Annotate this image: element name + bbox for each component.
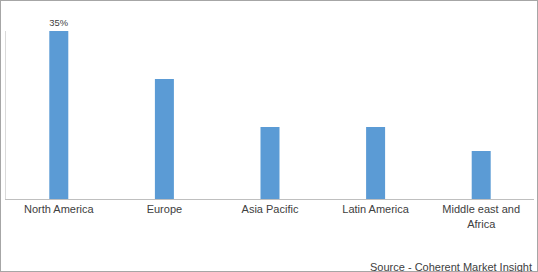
svg-text:Source - Coherent Market Insig: Source - Coherent Market Insight [370,261,532,272]
svg-text:Middle east andAfrica: Middle east andAfrica [442,203,520,229]
svg-text:Asia Pacific: Asia Pacific [242,203,299,215]
svg-text:35%: 35% [49,17,68,28]
svg-text:Europe: Europe [147,203,182,215]
svg-text:Latin America: Latin America [342,203,410,215]
svg-text:North America: North America [24,203,95,215]
